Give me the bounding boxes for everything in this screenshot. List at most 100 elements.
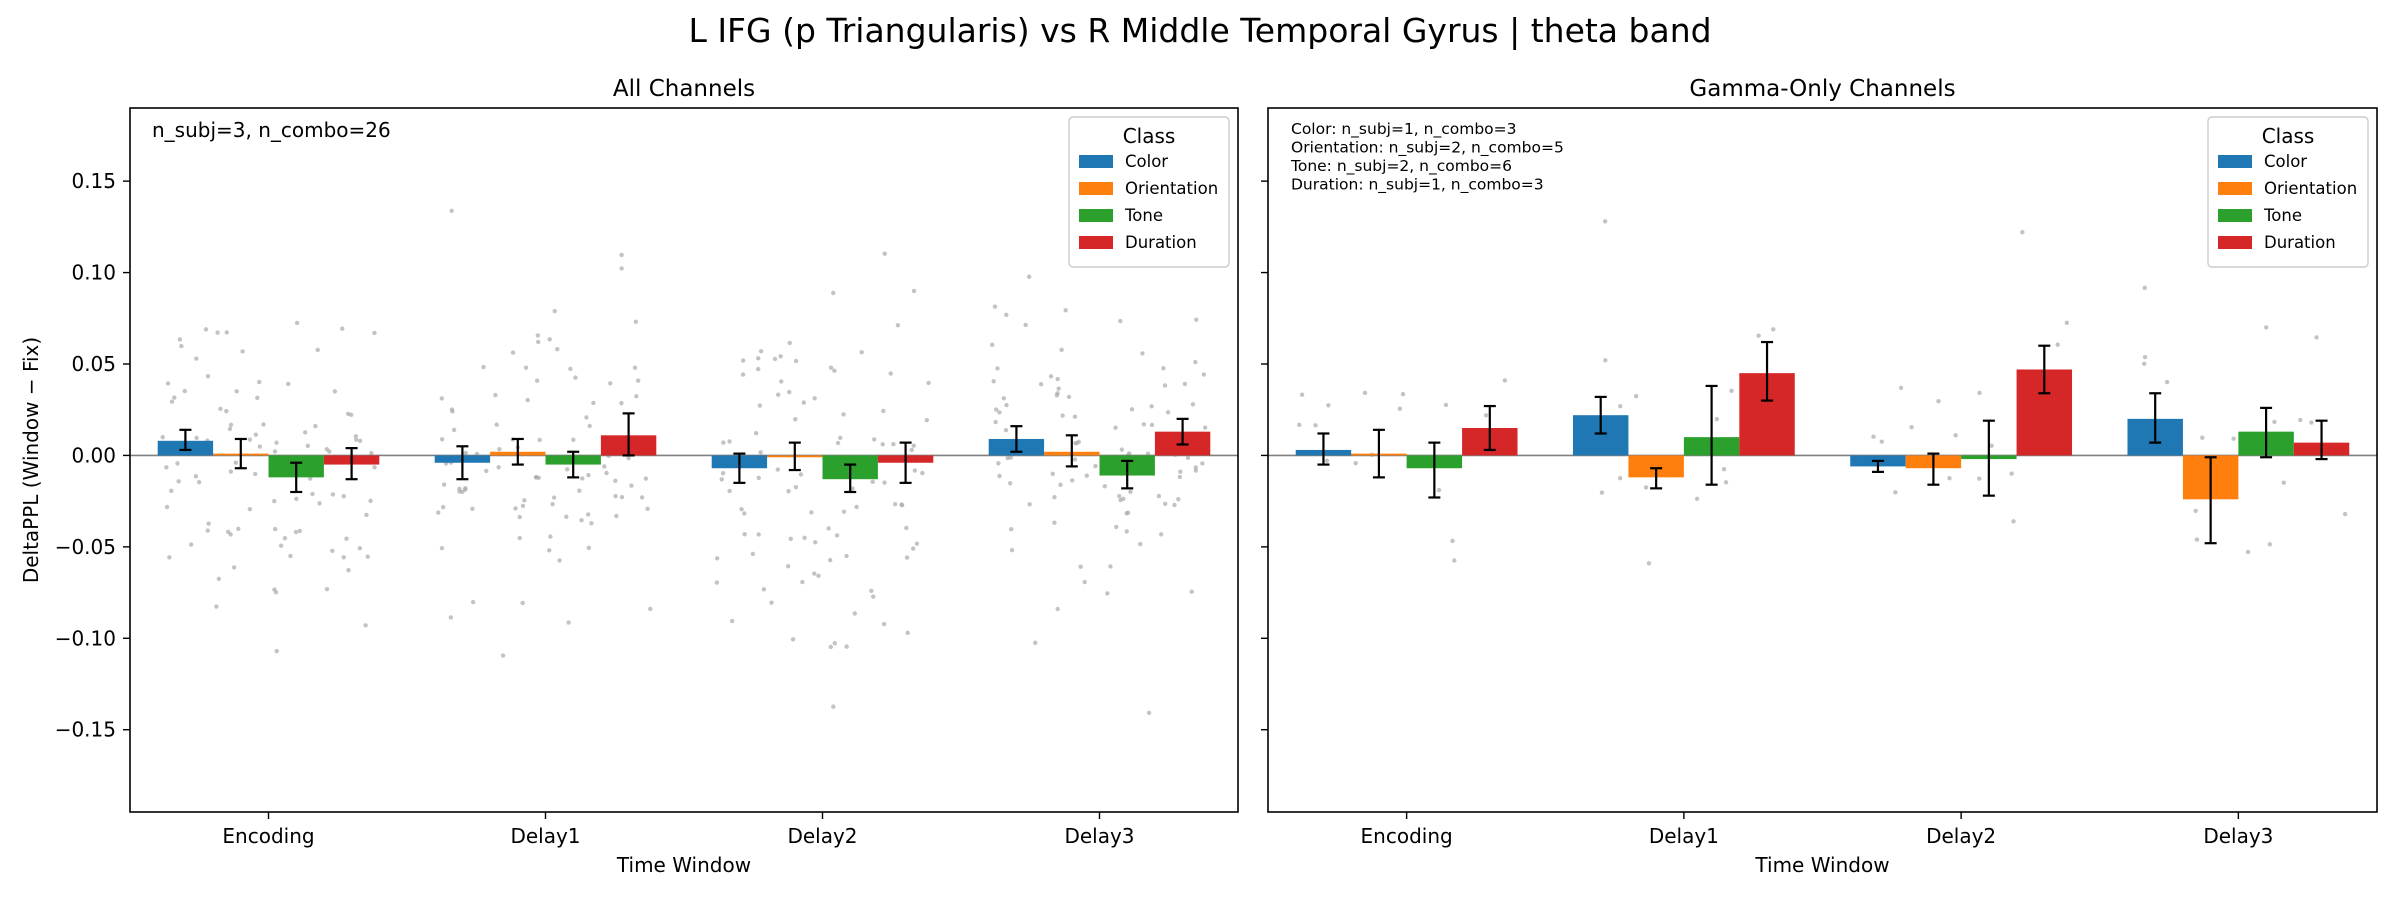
panel2-scatter-point [1617,475,1623,481]
panel1-scatter-point [353,434,359,439]
panel1-scatter-point [182,388,188,394]
panel2-scatter-point [1400,391,1406,397]
panel1-scatter-point [341,494,346,499]
panel2-scatter-point [1299,392,1305,397]
panel2-xtick-label-delay2: Delay2 [1926,824,1996,848]
panel1-scatter-point [626,455,631,461]
panel2-scatter-point [1893,490,1898,495]
panel1-scatter-point [757,403,763,408]
panel1-scatter-point [831,704,836,709]
panel1-scatter-point [809,510,814,515]
panel1-scatter-point [500,653,506,658]
panel1-scatter-point [167,555,172,560]
panel1-scatter-point [196,479,202,485]
panel1-scatter-point [214,604,219,609]
panel1-scatter-point [869,588,874,594]
panel1-scatter-point [193,474,199,479]
panel1-scatter-point [253,432,259,437]
panel1-scatter-point [727,488,732,494]
panel1-scatter-point [1072,414,1078,419]
panel1-scatter-point [834,533,840,538]
panel2-scatter-point [2009,471,2014,476]
panel1-scatter-point [228,469,234,474]
panel1-scatter-point [203,327,209,332]
panel1-scatter-point [586,545,592,550]
panel1-errorbar-orientation-delay3 [1065,434,1078,468]
panel1-scatter-point [827,557,833,563]
panel2-scatter-point [2272,419,2277,425]
panel1-scatter-point [231,565,237,570]
panel1-scatter-point [1193,465,1199,470]
panel1-scatter-point [1119,447,1125,452]
panel1-scatter-point [1059,347,1064,353]
panel1-scatter-point [643,476,649,481]
panel1-scatter-point [448,615,454,620]
panel1-scatter-point [496,465,501,470]
panel2-errorbar-orientation-delay1 [1650,467,1663,490]
panel1-scatter-point [353,437,359,442]
panel1-scatter-point [1141,422,1147,427]
panel1-scatter-point [206,521,211,526]
panel1-scatter-point [1105,591,1110,596]
panel1-scatter-point [633,319,639,324]
panel2-scatter-point [1729,388,1734,394]
panel1-scatter-point [274,648,279,654]
panel1-scatter-point [261,422,266,427]
panel1-scatter-point [1113,425,1118,430]
panel1-scatter-point [372,465,377,470]
panel2-scatter-point [2267,542,2273,547]
panel1-scatter-point [910,546,916,551]
panel1-scatter-point [470,506,475,511]
panel1-ytick-label: −0.15 [55,718,116,742]
panel1-legend-label-tone: Tone [1124,206,1163,225]
panel1-scatter-point [838,435,843,441]
panel2-xtick-label-delay3: Delay3 [2203,824,2273,848]
panel1-legend-label-duration: Duration [1125,233,1197,252]
panel1-scatter-point [535,333,541,338]
panel1-scatter-point [714,580,720,585]
panel2-scatter-point [2142,285,2147,291]
panel1-scatter-point [1128,489,1133,495]
panel1-scatter-point [308,476,313,481]
panel1-scatter-point [510,350,516,355]
panel2-scatter-point [2231,436,2236,441]
panel1-ytick-label: 0.05 [71,352,116,376]
panel1-scatter-point [332,389,338,394]
panel-all-channels: All Channels −0.15 −0.10 −0.05 0.00 0.05 0.10 0… [19,76,1239,877]
panel1-scatter-point [997,410,1002,415]
panel1-scatter-point [449,208,454,214]
panel1-scatter-point [449,407,455,412]
panel1-scatter-point [995,366,1000,371]
panel-gamma-only-channels: Gamma-Only Channels Encoding Delay1 Delay2 D… [1261,76,2378,877]
panel1-scatter-point [497,446,502,452]
panel1-scatter-point [1026,274,1032,279]
panel1-scatter-point [293,529,299,535]
panel1-scatter-point [240,349,245,354]
panel2-scatter-point [2194,537,2200,542]
panel1-scatter-point [882,480,887,485]
panel2-scatter-points [1297,219,2348,566]
panel2-scatter-point [1362,390,1368,396]
panel1-scatter-point [348,412,354,417]
panel2-scatter-point [1643,485,1649,490]
panel1-scatter-point [742,511,747,516]
panel2-scatter-point [1723,480,1729,485]
panel2-errorbar-tone-delay3 [2260,406,2273,459]
panel1-scatter-point [236,526,241,531]
panel1-scatter-point [494,422,499,427]
panel1-scatter-point [1193,468,1199,473]
panel1-scatter-point [1052,520,1057,525]
panel1-scatter-point [602,464,607,469]
panel1-scatter-point [1027,502,1032,507]
panel1-scatter-point [481,364,486,370]
panel1-scatter-point [924,417,930,423]
panel1-scatter-point [1050,471,1055,476]
panel1-scatter-point [164,504,170,510]
panel1-scatter-point [1093,463,1098,469]
panel1-scatter-point [1060,413,1065,418]
panel2-legend-swatch-orientation [2218,182,2252,195]
panel1-scatter-point [169,399,175,404]
panel2-legend-label-orientation: Orientation [2264,179,2357,198]
panel1-scatter-point [905,630,910,636]
panel1-scatter-point [835,440,841,446]
